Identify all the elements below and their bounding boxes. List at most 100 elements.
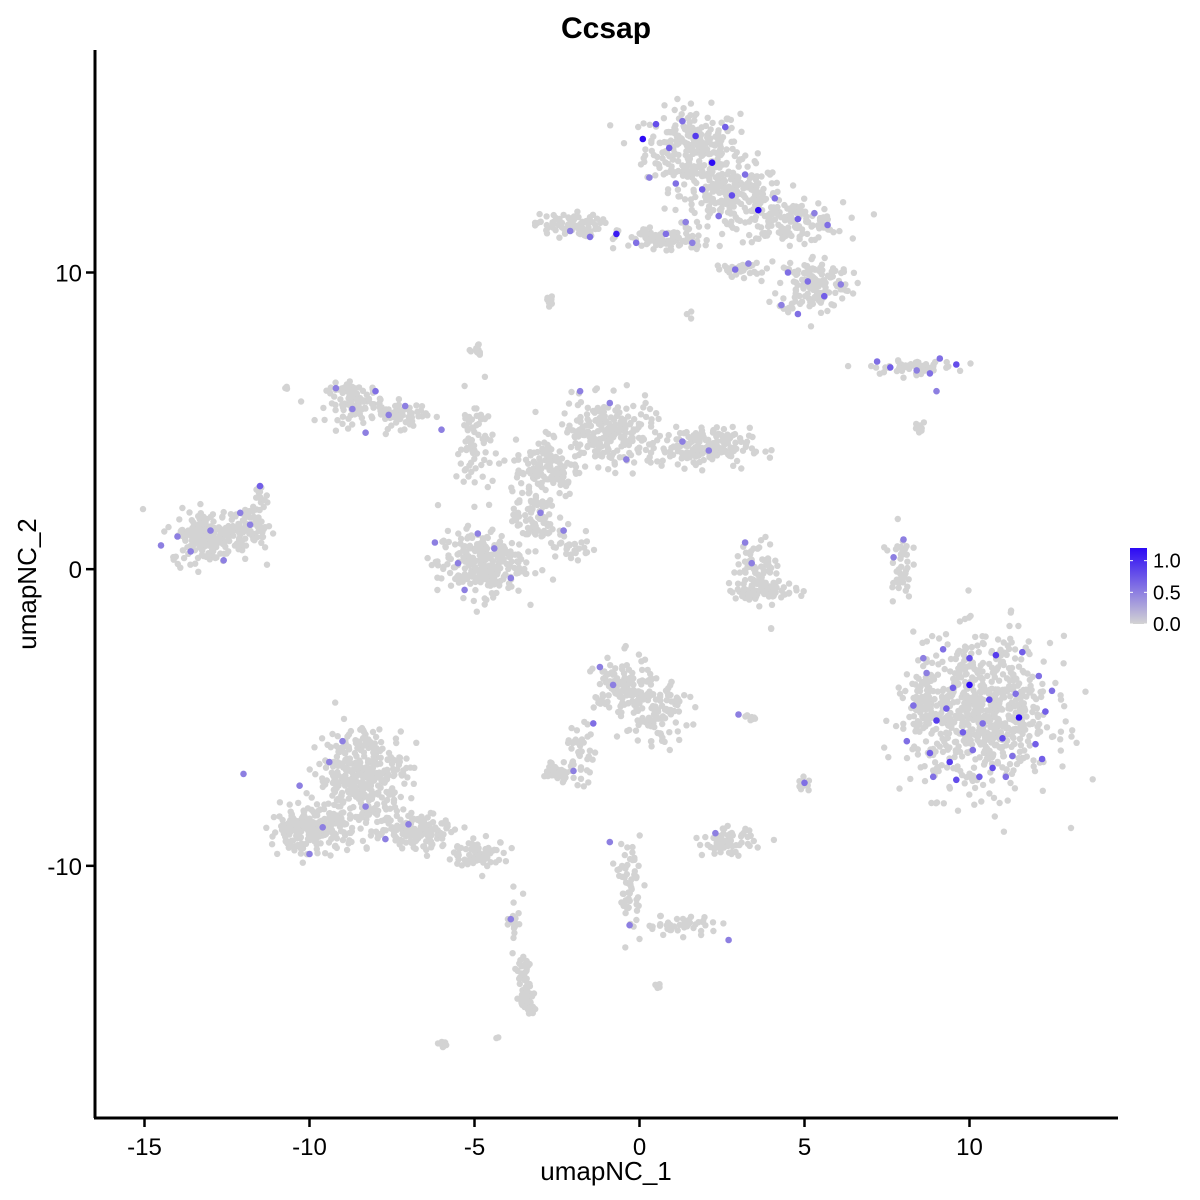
background-cell-point <box>965 663 973 670</box>
background-cell-point <box>770 205 777 213</box>
background-cell-point <box>519 529 527 537</box>
background-cell-point <box>759 230 766 237</box>
background-cell-point <box>818 297 825 305</box>
background-cell-point <box>548 293 555 300</box>
background-cell-point <box>326 810 333 817</box>
background-cell-point <box>373 811 381 818</box>
background-cell-point <box>644 457 651 464</box>
background-cell-point <box>710 427 717 435</box>
background-cell-point <box>708 99 715 106</box>
background-cell-point <box>703 237 710 244</box>
background-cell-point <box>641 656 649 663</box>
background-cell-point <box>961 780 968 787</box>
background-cell-point <box>567 551 575 558</box>
background-cell-point <box>653 410 660 417</box>
expressing-cell-point <box>246 521 254 528</box>
background-cell-point <box>523 559 530 566</box>
background-cell-point <box>407 764 414 771</box>
background-cell-point <box>653 714 661 721</box>
background-cell-point <box>299 819 306 826</box>
background-cell-point <box>928 799 935 807</box>
background-cell-point <box>472 586 479 594</box>
background-cell-point <box>805 271 812 278</box>
background-cell-point <box>655 236 662 244</box>
background-cell-point <box>491 846 498 853</box>
background-cell-point <box>687 693 694 701</box>
background-cell-point <box>943 364 950 371</box>
background-cell-point <box>733 226 740 233</box>
background-cell-point <box>638 437 645 444</box>
background-cell-point <box>600 216 607 223</box>
background-cell-point <box>796 300 804 308</box>
expressing-cell-point <box>698 186 706 193</box>
background-cell-point <box>673 141 681 148</box>
background-cell-point <box>933 702 940 709</box>
background-cell-point <box>1021 721 1028 728</box>
background-cell-point <box>1007 669 1015 676</box>
background-cell-point <box>481 415 489 423</box>
background-cell-point <box>737 190 744 197</box>
background-cell-point <box>514 470 521 478</box>
background-cell-point <box>589 756 596 763</box>
background-cell-point <box>636 935 643 943</box>
background-cell-point <box>982 713 989 720</box>
expressing-cell-point <box>1048 687 1056 695</box>
background-cell-point <box>789 305 796 312</box>
background-cell-point <box>391 789 398 796</box>
background-cell-point <box>620 439 627 446</box>
background-cell-point <box>246 530 253 537</box>
background-cell-point <box>680 934 687 941</box>
background-cell-point <box>1018 656 1025 663</box>
background-cell-point <box>543 213 550 220</box>
background-cell-point <box>332 379 339 386</box>
background-cell-point <box>360 749 368 756</box>
background-cell-point <box>762 579 769 586</box>
background-cell-point <box>840 266 847 273</box>
background-cell-point <box>577 220 584 227</box>
background-cell-point <box>1003 766 1010 773</box>
background-cell-point <box>612 407 619 414</box>
background-cell-point <box>463 525 470 532</box>
expressing-cell-point <box>943 705 950 712</box>
expressing-cell-point <box>157 542 165 549</box>
background-cell-point <box>321 815 328 823</box>
background-cell-point <box>434 501 442 509</box>
background-cell-point <box>165 523 172 531</box>
background-cell-point <box>481 562 489 569</box>
background-cell-point <box>306 766 313 773</box>
x-tick-label: -5 <box>464 1134 485 1161</box>
background-cell-point <box>561 410 568 417</box>
background-cell-point <box>947 668 954 675</box>
background-cell-point <box>638 666 646 674</box>
background-cell-point <box>525 460 532 467</box>
background-cell-point <box>648 137 655 144</box>
background-cell-point <box>994 636 1002 643</box>
background-cell-point <box>747 207 755 214</box>
background-cell-point <box>752 565 759 572</box>
background-cell-point <box>589 665 596 672</box>
background-cell-point <box>991 674 998 681</box>
background-cell-point <box>585 779 592 786</box>
background-cell-point <box>339 413 347 420</box>
background-cell-point <box>661 102 668 109</box>
background-cell-point <box>170 556 177 563</box>
background-cell-point <box>573 727 581 734</box>
background-cell-point <box>530 449 538 456</box>
background-cell-point <box>383 776 391 783</box>
background-cell-point <box>1059 763 1066 770</box>
background-cell-point <box>565 520 572 528</box>
background-cell-point <box>1011 646 1019 653</box>
background-cell-point <box>384 425 391 433</box>
background-cell-point <box>655 161 662 168</box>
background-cell-point <box>948 722 955 729</box>
background-cell-point <box>345 759 352 766</box>
background-cell-point <box>669 234 677 241</box>
background-cell-point <box>518 991 526 999</box>
background-cell-point <box>670 229 678 236</box>
background-cell-point <box>603 442 610 450</box>
background-cell-point <box>661 447 668 454</box>
background-cell-point <box>912 681 919 688</box>
background-cell-point <box>683 923 691 930</box>
background-cell-point <box>570 761 577 768</box>
background-cell-point <box>510 925 518 932</box>
